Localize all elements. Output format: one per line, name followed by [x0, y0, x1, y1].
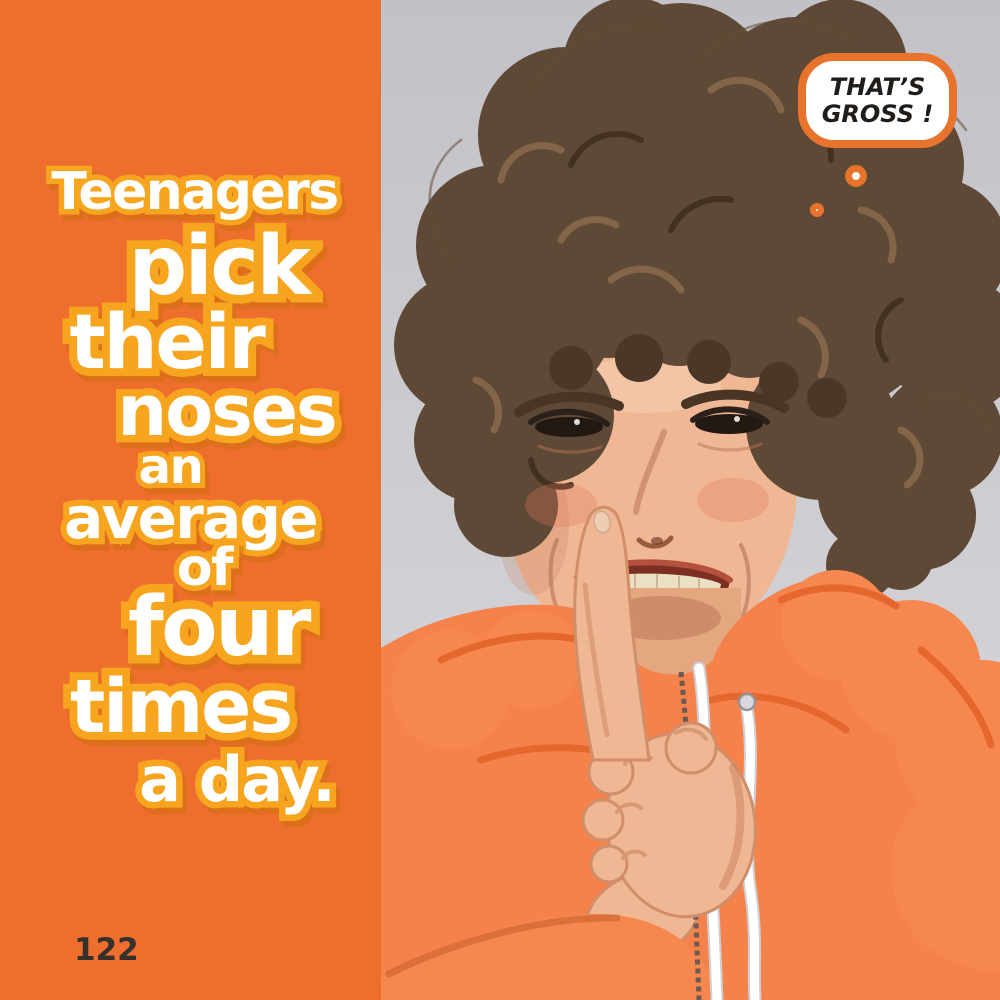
fact-line-text: of [176, 538, 234, 598]
fact-line-outline: pick [120, 217, 320, 316]
fact-line: Teenagers Teenagers [4, 156, 385, 228]
fact-line-outline: times [62, 662, 301, 752]
fact-line-text: average [64, 484, 318, 552]
nose [633, 429, 674, 549]
eyebrows [514, 389, 789, 417]
fact-line-text: noses [117, 370, 337, 452]
fact-line-text: a day. [139, 743, 336, 816]
eyes [528, 406, 770, 454]
fact-line: noses noses [36, 369, 417, 454]
hand-picking-nose [573, 505, 757, 919]
index-finger [573, 505, 651, 762]
fingernail [592, 510, 612, 534]
fact-line-text: times [70, 664, 293, 750]
curly-hair [394, 0, 1000, 600]
fact-line-text: four [128, 580, 311, 675]
thought-bubble-line: GROSS ! [821, 99, 934, 128]
thought-bubble-line: THAT’S [829, 72, 926, 101]
fact-line-outline: an [134, 438, 209, 496]
fact-line: their their [0, 296, 357, 388]
fact-line-outline: a day. [133, 742, 343, 817]
photo-illustration [381, 0, 1000, 1000]
fact-line-text: pick [128, 219, 311, 314]
fact-line: pick pick [28, 217, 409, 316]
fact-line-outline: noses [110, 369, 345, 454]
fact-line-outline: Teenagers [46, 161, 345, 224]
thought-bubble-dot-large [845, 165, 867, 187]
fact-line: a day. a day. [46, 742, 427, 817]
fact-line: an an [0, 438, 361, 496]
fact-line-text: an [138, 439, 204, 495]
grommet [737, 692, 757, 712]
fact-line-outline: their [61, 296, 273, 388]
fact-line-text: Teenagers [51, 162, 339, 222]
sleeve-cuff [381, 914, 717, 1000]
fact-line-outline: four [119, 578, 320, 677]
fact-line: average average [0, 483, 381, 553]
fact-line-outline: of [171, 537, 239, 600]
orange-fact-panel: Teenagers Teenagers pick pick their their n… [0, 0, 381, 1000]
fact-line: four four [28, 578, 409, 677]
thought-bubble-dot-small [810, 203, 824, 217]
fact-line-text: their [69, 297, 265, 386]
thought-bubble: THAT’S GROSS ! [798, 53, 957, 148]
fact-text: Teenagers Teenagers pick pick their their n… [0, 156, 381, 817]
fact-line: times times [0, 662, 371, 752]
fact-line-outline: average [58, 483, 325, 553]
cheeks [525, 478, 769, 527]
fact-line: of of [14, 537, 395, 600]
page-number: 122 [74, 932, 139, 968]
